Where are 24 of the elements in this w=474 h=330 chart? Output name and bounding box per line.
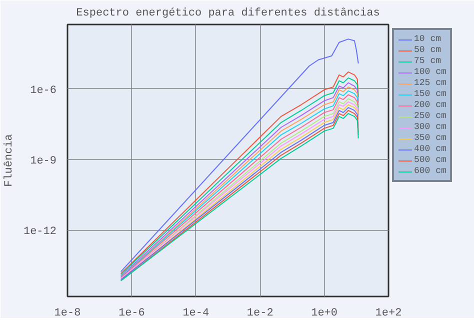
y-tick-label: 1e-6: [30, 84, 56, 97]
legend-label: 100 cm: [414, 67, 446, 77]
legend-label: 400 cm: [414, 144, 446, 154]
x-tick-label: 1e-2: [246, 308, 274, 320]
x-tick-label: 1e-4: [182, 308, 210, 320]
legend-label: 150 cm: [414, 89, 446, 99]
y-tick-label: 1e-9: [30, 155, 56, 168]
legend-label: 125 cm: [414, 78, 446, 88]
x-tick-label: 1e+0: [311, 308, 338, 320]
x-tick-label: 1e-6: [118, 308, 145, 320]
legend-label: 250 cm: [414, 111, 446, 121]
legend-label: 600 cm: [414, 166, 446, 176]
y-axis-title: Fluência: [3, 134, 16, 187]
y-tick-label: 1e-12: [23, 226, 57, 238]
legend-label: 500 cm: [414, 155, 446, 165]
chart-title: Espectro energético para diferentes distâncias: [76, 8, 380, 20]
legend-label: 200 cm: [414, 100, 446, 110]
legend-label: 10 cm: [414, 34, 442, 44]
x-tick-label: 1e-8: [54, 308, 81, 320]
legend-label: 350 cm: [414, 133, 446, 143]
legend-label: 50 cm: [414, 45, 442, 55]
legend-label: 300 cm: [414, 122, 446, 132]
legend-label: 75 cm: [414, 56, 442, 66]
x-tick-label: 1e+2: [375, 308, 402, 320]
